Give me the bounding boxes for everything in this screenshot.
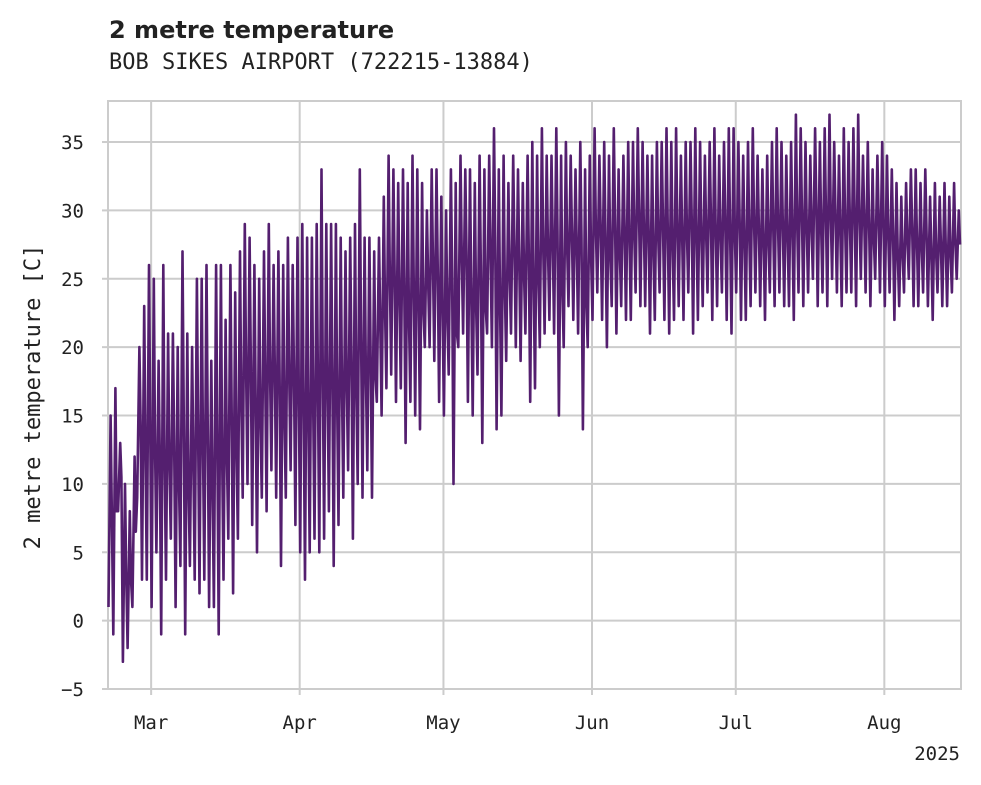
series-line-temperature: [107, 113, 962, 663]
y-tick-label: 0: [73, 611, 84, 633]
y-tick-label: 10: [61, 474, 84, 496]
x-tick-label: Apr: [283, 712, 317, 734]
x-tick-label: Aug: [867, 712, 901, 734]
y-tick-label: 15: [61, 406, 84, 428]
y-tick-label: 20: [61, 337, 84, 359]
x-axis-ticks: Mar Apr May Jun Jul Aug: [134, 689, 901, 734]
y-tick-label: 35: [61, 132, 84, 154]
x-tick-label: Jul: [719, 712, 753, 734]
y-axis-ticks: −5 0 5 10 15 20 25 30 35: [61, 132, 108, 701]
chart-subtitle: BOB SIKES AIRPORT (722215-13884): [109, 50, 533, 75]
y-tick-label: −5: [61, 679, 84, 701]
x-tick-label: Jun: [575, 712, 609, 734]
y-tick-label: 5: [73, 542, 84, 564]
plot-frame: [107, 100, 962, 690]
x-tick-label: Mar: [134, 712, 168, 734]
x-tick-label: May: [426, 712, 460, 734]
chart-title: 2 metre temperature: [109, 16, 395, 44]
y-tick-label: 30: [61, 200, 84, 222]
y-tick-label: 25: [61, 269, 84, 291]
y-axis-label: 2 metre temperature [C]: [21, 245, 46, 550]
x-axis-year-label: 2025: [914, 743, 960, 765]
